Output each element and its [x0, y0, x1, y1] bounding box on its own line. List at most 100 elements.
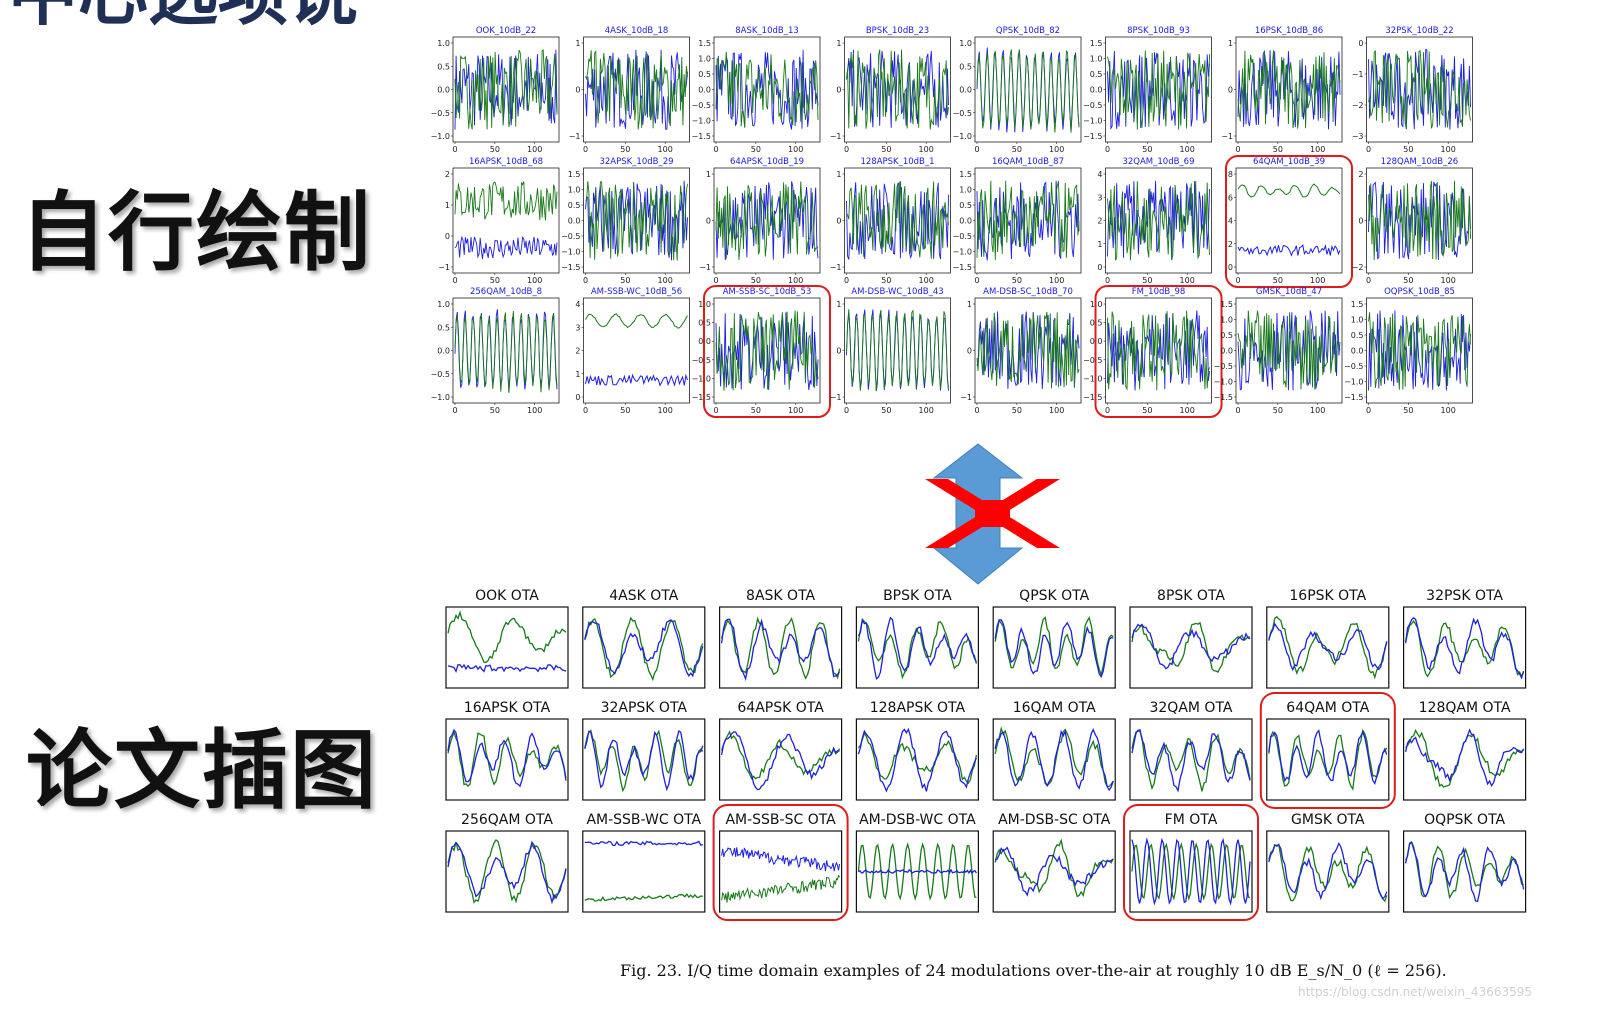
y-tick-label: −0.5	[953, 232, 972, 241]
x-tick-label: 0	[1105, 145, 1110, 154]
panel-frame	[992, 606, 1116, 689]
paper-panel: AM-SSB-WC OTA	[582, 812, 706, 913]
x-tick-label: 0	[1235, 276, 1240, 285]
top-panel: 128APSK_10dB_110−10 50 100	[830, 157, 951, 285]
series-line	[857, 727, 977, 793]
y-tick-label: −1.0	[1344, 378, 1363, 387]
y-tick-label: 0.5	[437, 62, 450, 71]
y-tick-label: 0.0	[959, 217, 972, 226]
top-panel: 32APSK_10dB_29 1.5 1.0 0.5 0.0 −0.5 −1.0 −1.50 5…	[561, 157, 690, 285]
top-panel: 256QAM_10dB_8 1.0 0.5 0.0 −0.5 −1.00 50 100	[431, 287, 560, 415]
figure-caption: Fig. 23. I/Q time domain examples of 24 …	[620, 961, 1447, 980]
series-line	[454, 181, 558, 221]
y-tick-label: 0	[1228, 263, 1233, 272]
highlight-box	[1123, 804, 1259, 921]
y-tick-label: 1.5	[568, 170, 581, 179]
y-tick-label: 0	[836, 217, 841, 226]
paper-panel: 16PSK OTA	[1266, 588, 1390, 689]
panel-frame	[1235, 167, 1343, 274]
paper-panel: 64APSK OTA	[718, 700, 843, 801]
series-line	[1131, 837, 1251, 906]
series-line	[454, 235, 558, 259]
panel-frame	[718, 718, 843, 801]
y-tick-label: 0.0	[959, 86, 972, 95]
paper-panel: 128APSK OTA	[855, 700, 980, 801]
paper-panel: 16QAM OTA	[992, 700, 1116, 801]
y-tick-label: 1.0	[1220, 316, 1233, 325]
panel-title: GMSK_10dB_47	[1256, 287, 1322, 297]
panel-title: 16QAM_10dB_87	[992, 157, 1064, 167]
clipped-heading: 中心选项说	[8, 0, 358, 39]
panel-title: 256QAM_10dB_8	[470, 287, 542, 297]
x-tick-label: 50	[1273, 406, 1283, 415]
panel-title: 4ASK_10dB_18	[605, 26, 669, 36]
series-line	[715, 310, 819, 391]
top-panel: QPSK_10dB_82 1.0 0.5 0.0 −0.5 −1.00 50 100	[953, 26, 1082, 154]
series-line	[1237, 183, 1341, 198]
series-line	[976, 311, 1080, 389]
paper-panel: 32PSK OTA	[1402, 588, 1527, 689]
x-tick-label: 100	[1441, 276, 1456, 285]
x-tick-label: 0	[844, 276, 849, 285]
series-line	[1368, 49, 1471, 129]
y-tick-label: 1	[1097, 240, 1102, 249]
panel-title: AM-SSB-SC_10dB_53	[723, 287, 812, 297]
x-tick-label: 0	[452, 145, 457, 154]
y-tick-label: 4	[1097, 170, 1102, 179]
y-tick-label: 1	[836, 39, 841, 48]
panel-frame	[992, 830, 1116, 913]
x-tick-label: 50	[881, 145, 891, 154]
x-tick-label: 0	[1105, 276, 1110, 285]
y-tick-label: 1.0	[959, 186, 972, 195]
series-line	[715, 181, 819, 261]
top-panel: 8ASK_10dB_13 1.5 1.0 0.5 0.0 −0.5 −1.0 −1.50 50 1…	[692, 26, 821, 154]
y-tick-label: −1.0	[953, 132, 972, 141]
panel-title: 32APSK_10dB_29	[599, 157, 673, 167]
series-line	[1368, 180, 1471, 261]
x-tick-label: 50	[1142, 406, 1152, 415]
panel-title: 16QAM OTA	[1013, 700, 1096, 716]
y-tick-label: 0	[1097, 263, 1102, 272]
y-tick-label: 0	[967, 347, 972, 356]
x-tick-label: 100	[1180, 145, 1195, 154]
series-line	[1131, 842, 1251, 901]
paper-panel: 32APSK OTA	[582, 700, 706, 801]
x-tick-label: 100	[919, 145, 934, 154]
x-tick-label: 0	[1366, 406, 1371, 415]
y-tick-label: −0.5	[692, 356, 711, 365]
series-line	[1107, 50, 1210, 130]
self-drawn-label: 自行绘制	[20, 183, 372, 283]
x-tick-label: 0	[974, 276, 979, 285]
top-panel: OQPSK_10dB_85 1.5 1.0 0.5 0.0 −0.5 −1.0 −1.50 50…	[1344, 287, 1473, 415]
y-tick-label: −1.0	[1083, 117, 1102, 126]
x-tick-label: 50	[1142, 276, 1152, 285]
highlight-box	[1094, 285, 1223, 418]
panel-frame	[1402, 718, 1527, 801]
series-line	[454, 49, 558, 130]
x-tick-label: 50	[1403, 406, 1413, 415]
x-tick-label: 0	[974, 406, 979, 415]
panel-frame	[445, 606, 569, 689]
panel-frame	[1129, 606, 1253, 689]
y-tick-label: 4	[1228, 217, 1233, 226]
x-tick-label: 50	[1012, 406, 1022, 415]
panel-frame	[582, 718, 706, 801]
series-line	[857, 616, 977, 680]
panel-title: 128APSK OTA	[870, 700, 966, 716]
y-tick-label: −3	[1352, 132, 1364, 141]
top-panel: OOK_10dB_22 1.0 0.5 0.0 −0.5 −1.00 50 100	[431, 26, 560, 154]
paper-panel: 64QAM OTA	[1259, 692, 1396, 809]
x-tick-label: 0	[1235, 145, 1240, 154]
y-tick-label: 2	[575, 347, 580, 356]
paper-panel: AM-DSB-SC OTA	[992, 812, 1116, 913]
panel-title: OQPSK_10dB_85	[1384, 287, 1455, 297]
panel-title: 128APSK_10dB_1	[860, 157, 934, 167]
x-tick-label: 50	[620, 406, 630, 415]
paper-panel: OOK OTA	[445, 588, 569, 689]
y-tick-label: 0.0	[1220, 347, 1233, 356]
panel-title: FM_10dB_98	[1132, 287, 1186, 297]
